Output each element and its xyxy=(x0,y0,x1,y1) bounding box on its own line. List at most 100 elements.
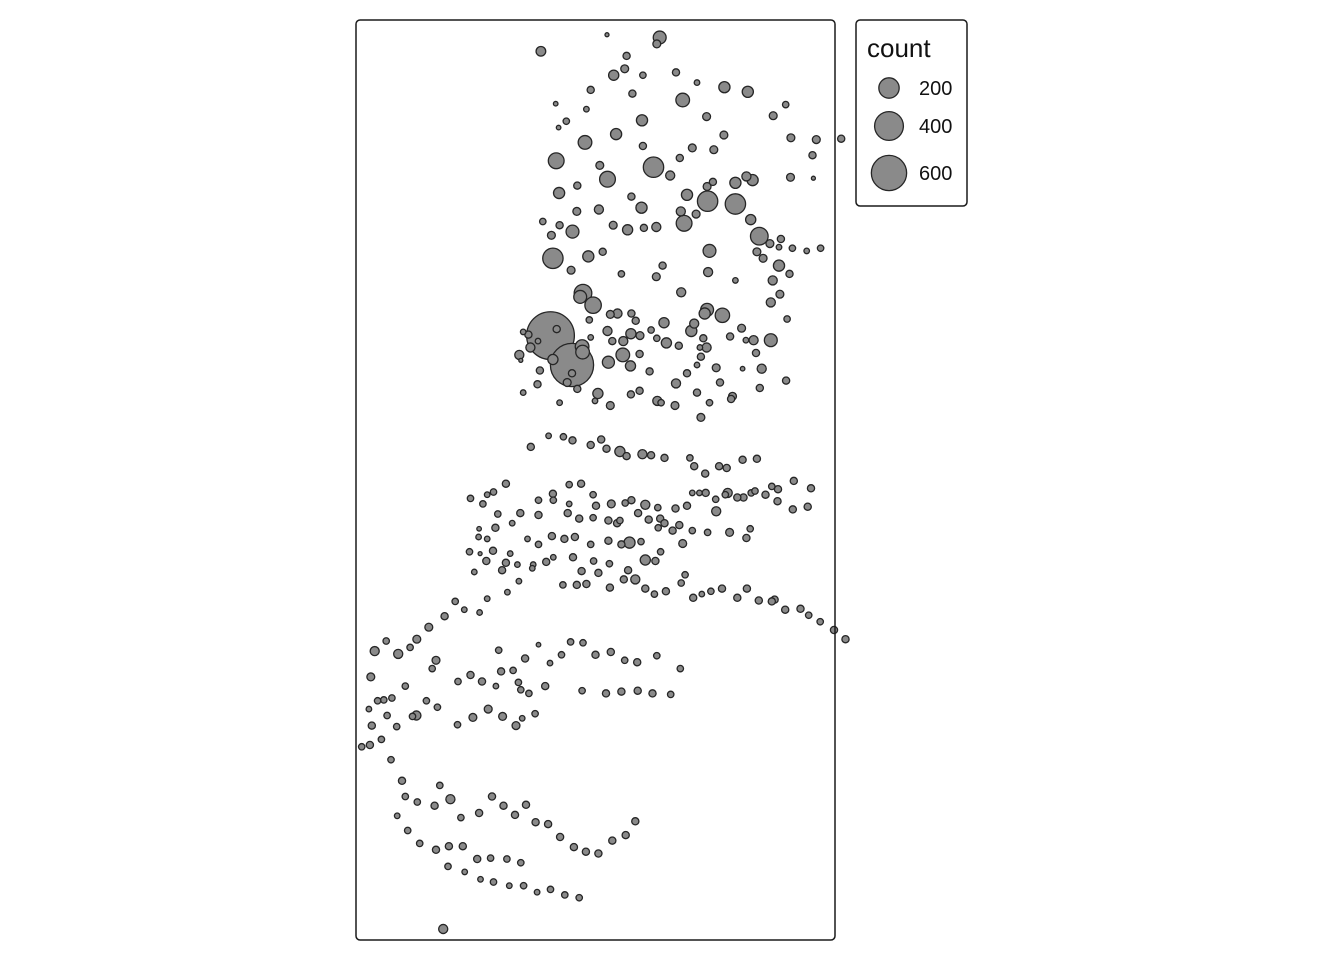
data-point-bubble xyxy=(676,287,687,298)
data-point-bubble xyxy=(430,801,439,810)
data-point-bubble xyxy=(623,565,633,575)
data-point-bubble xyxy=(674,341,684,350)
data-point-bubble xyxy=(598,170,617,188)
data-point-bubble xyxy=(458,841,468,851)
data-point-bubble xyxy=(549,553,557,561)
data-point-bubble xyxy=(491,523,500,533)
data-point-bubble xyxy=(589,490,597,499)
data-point-bubble xyxy=(366,672,376,682)
data-point-bubble xyxy=(626,390,636,399)
data-point-bubble xyxy=(576,479,586,488)
data-point-bubble xyxy=(577,134,593,150)
data-point-bubble xyxy=(755,383,765,393)
data-point-bubble xyxy=(474,808,484,818)
data-point-bubble xyxy=(765,239,775,249)
data-point-bubble xyxy=(696,412,706,422)
data-point-bubble xyxy=(581,847,591,856)
legend-entry-label: 600 xyxy=(919,163,952,185)
data-point-bubble xyxy=(546,885,555,894)
data-point-bubble xyxy=(549,496,558,505)
data-point-bubble xyxy=(401,792,410,801)
data-point-bubble xyxy=(524,535,531,543)
data-point-bubble xyxy=(547,152,565,170)
data-point-bubble xyxy=(591,501,601,511)
data-point-bubble xyxy=(577,566,586,576)
data-point-bubble xyxy=(560,534,569,544)
data-point-bubble xyxy=(776,234,786,244)
data-point-bubble xyxy=(602,325,613,337)
data-point-bubble xyxy=(642,156,665,179)
data-point-bubble xyxy=(492,682,500,690)
data-point-bubble xyxy=(675,153,685,163)
data-point-bubble xyxy=(557,650,566,659)
data-point-bubble xyxy=(633,686,642,695)
data-point-bubble xyxy=(640,499,651,511)
legend-entry-label: 200 xyxy=(919,78,952,100)
data-point-bubble xyxy=(761,490,770,499)
data-point-bubble xyxy=(565,480,574,489)
data-point-bubble xyxy=(535,45,547,57)
data-point-bubble xyxy=(403,826,412,835)
data-point-bubble xyxy=(656,547,665,556)
data-point-bubble xyxy=(498,711,508,721)
data-point-bubble xyxy=(767,597,777,606)
data-point-bubble xyxy=(477,875,484,883)
data-point-bubble xyxy=(601,355,616,369)
data-point-bubble xyxy=(725,527,735,537)
data-point-bubble xyxy=(604,516,613,525)
data-point-bubble xyxy=(444,862,452,871)
data-point-bubble xyxy=(382,637,391,645)
data-point-bubble xyxy=(666,690,675,699)
data-point-bubble xyxy=(373,696,382,705)
data-point-bubble xyxy=(582,105,590,113)
data-point-bubble xyxy=(555,124,562,131)
data-point-bubble xyxy=(505,882,513,890)
data-point-bubble xyxy=(534,510,543,520)
data-point-bubble xyxy=(493,510,502,518)
data-point-bubble xyxy=(535,366,545,375)
data-point-bubble xyxy=(637,537,645,546)
data-point-bubble xyxy=(614,445,626,458)
data-point-bubble xyxy=(605,559,614,568)
data-point-bubble xyxy=(578,686,586,695)
data-point-bubble xyxy=(617,270,626,278)
data-point-bubble xyxy=(488,546,498,556)
data-point-bubble xyxy=(785,172,796,182)
data-point-bubble xyxy=(499,801,508,810)
data-point-bubble xyxy=(477,550,483,557)
data-point-bubble xyxy=(696,352,706,361)
data-point-bubble xyxy=(620,656,629,665)
data-point-bubble xyxy=(516,858,525,867)
data-point-bubble xyxy=(661,587,671,596)
data-point-bubble xyxy=(701,488,710,498)
data-point-bubble xyxy=(752,247,762,257)
data-point-bubble xyxy=(572,206,582,216)
data-point-bubble xyxy=(538,217,547,226)
data-point-bubble xyxy=(767,482,776,491)
data-point-bubble xyxy=(608,336,617,346)
data-point-bubble xyxy=(670,400,680,411)
data-point-bubble xyxy=(586,540,595,549)
data-point-bubble xyxy=(698,307,711,320)
data-point-bubble xyxy=(525,342,536,353)
data-point-bubble xyxy=(582,250,595,263)
data-point-bubble xyxy=(635,114,649,127)
data-point-bubble xyxy=(422,696,431,705)
data-point-bubble xyxy=(365,705,373,713)
data-point-bubble xyxy=(559,432,568,441)
data-point-bubble xyxy=(573,181,582,190)
data-point-bubble xyxy=(518,357,524,364)
data-point-bubble xyxy=(621,224,634,236)
data-point-bubble xyxy=(431,655,441,665)
data-point-bubble xyxy=(377,735,386,744)
data-point-bubble xyxy=(622,51,631,61)
data-point-bubble xyxy=(525,689,533,698)
data-point-bubble xyxy=(508,519,516,527)
data-point-bubble xyxy=(494,646,503,655)
data-point-bubble xyxy=(748,335,759,346)
data-point-bubble xyxy=(454,677,462,686)
data-point-bubble xyxy=(534,337,542,345)
data-point-bubble xyxy=(702,266,714,278)
data-point-bubble xyxy=(587,333,595,341)
data-point-bubble xyxy=(573,289,588,304)
